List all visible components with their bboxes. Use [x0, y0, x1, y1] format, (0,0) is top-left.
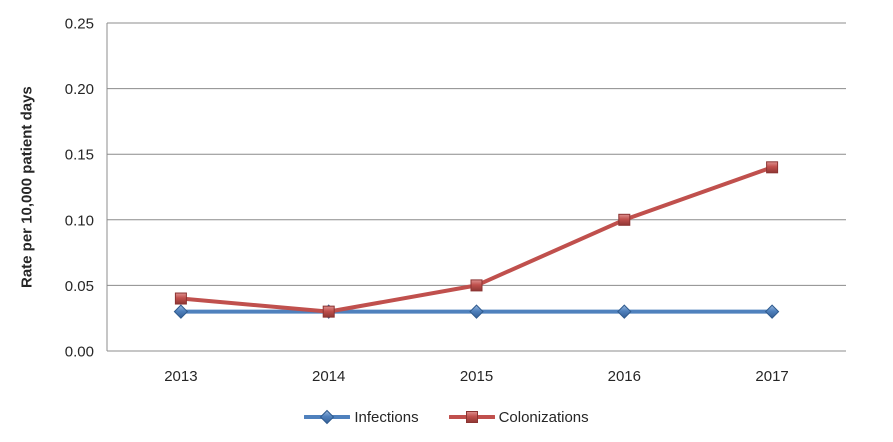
legend-label: Infections	[354, 408, 419, 426]
x-tick-label: 2014	[312, 368, 345, 385]
x-tick-label: 2013	[164, 368, 197, 385]
y-tick-label: 0.05	[65, 278, 94, 295]
marker-infections-2017	[764, 304, 780, 319]
marker-colonizations-2017	[766, 161, 779, 174]
y-tick-label: 0.20	[65, 81, 94, 98]
legend-marker-square-icon	[448, 411, 495, 423]
marker-infections-2015	[469, 304, 484, 319]
y-tick-label: 0.10	[65, 212, 94, 229]
marker-colonizations-2015	[470, 279, 483, 292]
legend-item-infections: Infections	[304, 408, 419, 426]
marker-infections-2013	[173, 304, 189, 319]
legend-marker-diamond-icon	[304, 409, 351, 425]
x-tick-label: 2017	[755, 368, 788, 385]
marker-infections-2016	[617, 304, 632, 319]
x-tick-label: 2016	[608, 368, 641, 385]
y-tick-label: 0.00	[65, 344, 94, 361]
y-tick-label: 0.25	[65, 16, 94, 33]
legend: Infections Colonizations	[0, 403, 893, 431]
y-tick-label: 0.15	[65, 147, 94, 164]
legend-item-colonizations: Colonizations	[448, 408, 589, 426]
x-tick-label: 2015	[460, 368, 493, 385]
marker-colonizations-2016	[618, 213, 631, 226]
legend-label: Colonizations	[498, 408, 589, 426]
marker-colonizations-2013	[174, 292, 187, 305]
marker-colonizations-2014	[322, 305, 335, 318]
